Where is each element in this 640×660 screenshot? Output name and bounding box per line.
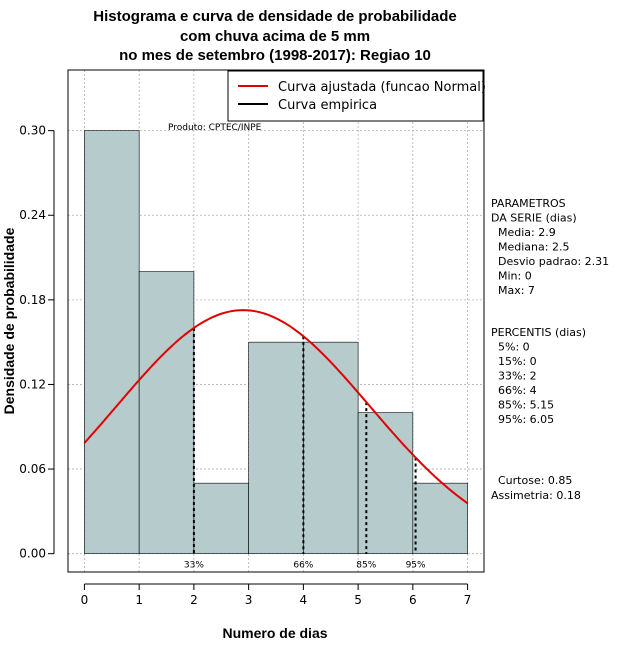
parametros-line-1: DA SERIE (dias) <box>491 212 577 225</box>
histogram-bar-4 <box>303 341 359 554</box>
x-tick-label-0: 0 <box>81 593 89 607</box>
x-tick-label-3: 3 <box>245 593 253 607</box>
y-tick-label-4: 0.24 <box>19 208 46 222</box>
percentis-line-1: 5%: 0 <box>491 341 530 354</box>
histogram-bars <box>84 130 468 554</box>
percentis-line-2: 15%: 0 <box>491 355 537 368</box>
percentis-line-3: 33%: 2 <box>491 370 537 383</box>
y-tick-label-1: 0.06 <box>19 462 46 476</box>
x-tick-label-1: 1 <box>135 593 143 607</box>
legend-label-curve: Curva ajustada (funcao Normal) <box>278 80 486 95</box>
parametros-line-3: Mediana: 2.5 <box>491 241 569 254</box>
plot-frame <box>67 69 485 573</box>
percentile-label-1: 66% <box>293 561 313 571</box>
axes: 0 1 2 3 4 5 6 7 0.00 0.06 0.12 0.18 0.24 0.30 <box>19 124 471 607</box>
legend-box <box>227 70 484 122</box>
shape-line-0: Curtose: 0.85 <box>491 474 572 487</box>
x-tick-label-2: 2 <box>190 593 198 607</box>
parametros-line-5: Min: 0 <box>491 270 532 283</box>
y-tick-label-3: 0.18 <box>19 293 46 307</box>
chart-title: Histograma e curva de densidade de proba… <box>93 8 456 64</box>
x-axis-title: Numero de dias <box>222 625 327 641</box>
legend-label-empirica: Curva empirica <box>278 98 377 113</box>
percentile-lines: 33% 66% 85% 95% <box>184 327 426 571</box>
histogram-bar-3 <box>248 341 304 554</box>
x-tick-label-5: 5 <box>354 593 362 607</box>
statistics-panel: PARAMETROS DA SERIE (dias) Media: 2.9 Med… <box>491 197 609 502</box>
y-tick-label-0: 0.00 <box>19 547 46 561</box>
y-axis-title: Densidade de probabilidade <box>1 227 17 414</box>
percentile-label-2: 85% <box>356 561 376 571</box>
histogram-bar-1 <box>138 271 195 554</box>
percentile-label-0: 33% <box>184 561 204 571</box>
histogram-bar-0 <box>84 130 140 554</box>
percentis-line-4: 66%: 4 <box>491 384 537 397</box>
percentis-line-5: 85%: 5.15 <box>491 399 554 412</box>
parametros-line-0: PARAMETROS <box>491 197 566 210</box>
percentile-label-3: 95% <box>406 561 426 571</box>
y-tick-label-2: 0.12 <box>19 377 46 391</box>
legend: Curva ajustada (funcao Normal) Curva emp… <box>227 70 486 122</box>
y-tick-label-5: 0.30 <box>19 124 46 138</box>
x-tick-label-7: 7 <box>464 593 472 607</box>
parametros-line-6: Max: 7 <box>491 284 535 297</box>
parametros-line-2: Media: 2.9 <box>491 226 556 239</box>
shape-line-1: Assimetria: 0.18 <box>491 489 581 502</box>
title-line-3: no mes de setembro (1998-2017): Regiao 1… <box>119 47 431 64</box>
normal-curve <box>83 309 469 505</box>
x-tick-label-4: 4 <box>300 593 308 607</box>
histogram-bar-6 <box>412 482 468 554</box>
percentis-line-6: 95%: 6.05 <box>491 413 554 426</box>
x-tick-label-6: 6 <box>409 593 417 607</box>
title-line-1: Histograma e curva de densidade de proba… <box>93 8 456 25</box>
normal-curve-path <box>83 309 469 505</box>
title-line-2: com chuva acima de 5 mm <box>180 28 370 45</box>
percentis-line-0: PERCENTIS (dias) <box>491 326 586 339</box>
credit-text: Produto: CPTEC/INPE <box>168 123 262 133</box>
parametros-line-4: Desvio padrao: 2.31 <box>491 255 609 268</box>
histogram-bar-2 <box>193 482 249 554</box>
